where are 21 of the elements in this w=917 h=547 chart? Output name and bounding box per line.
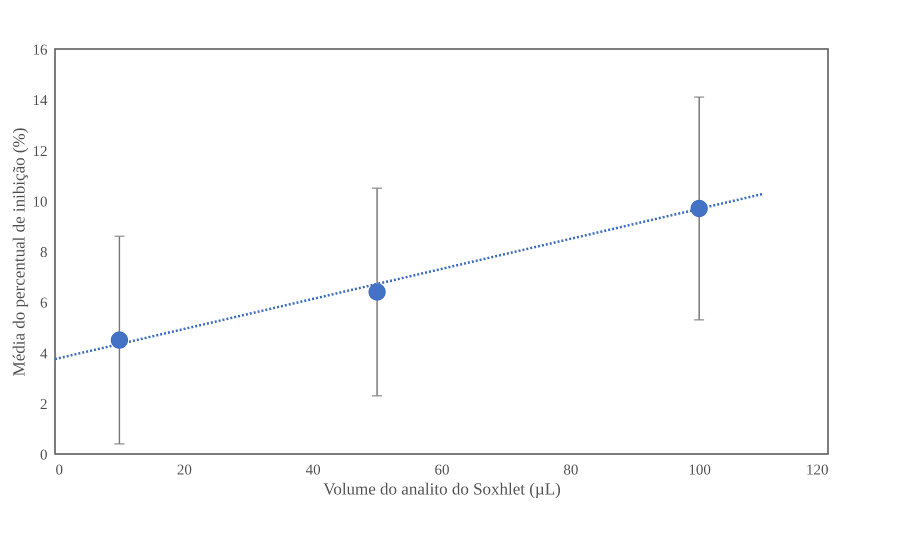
x-tick-label: 40 [306, 462, 321, 478]
y-tick-label: 14 [32, 93, 48, 110]
y-tick-label: 12 [32, 144, 48, 160]
y-tick-label: 0 [40, 448, 48, 464]
y-tick-label: 8 [40, 245, 48, 261]
y-tick-label: 6 [40, 296, 48, 312]
y-axis-title: Média do percentual de inibição (%) [10, 128, 28, 376]
x-axis-title: Volume do analito do Soxhlet (µL) [323, 480, 561, 498]
point [110, 331, 128, 349]
x-tick-label: 120 [806, 462, 828, 478]
x-tick-label: 60 [434, 462, 450, 478]
x-tick-label: 100 [688, 462, 711, 478]
x-tick-label: 0 [56, 462, 63, 478]
point [690, 200, 708, 218]
y-tick-label: 16 [32, 42, 48, 58]
y-tick-label: 2 [40, 396, 48, 413]
point [368, 283, 386, 301]
y-tick-label: 10 [32, 194, 48, 210]
x-tick-label: 20 [176, 462, 192, 478]
y-tick-label: 4 [40, 346, 48, 362]
x-tick-label: 80 [563, 462, 578, 478]
